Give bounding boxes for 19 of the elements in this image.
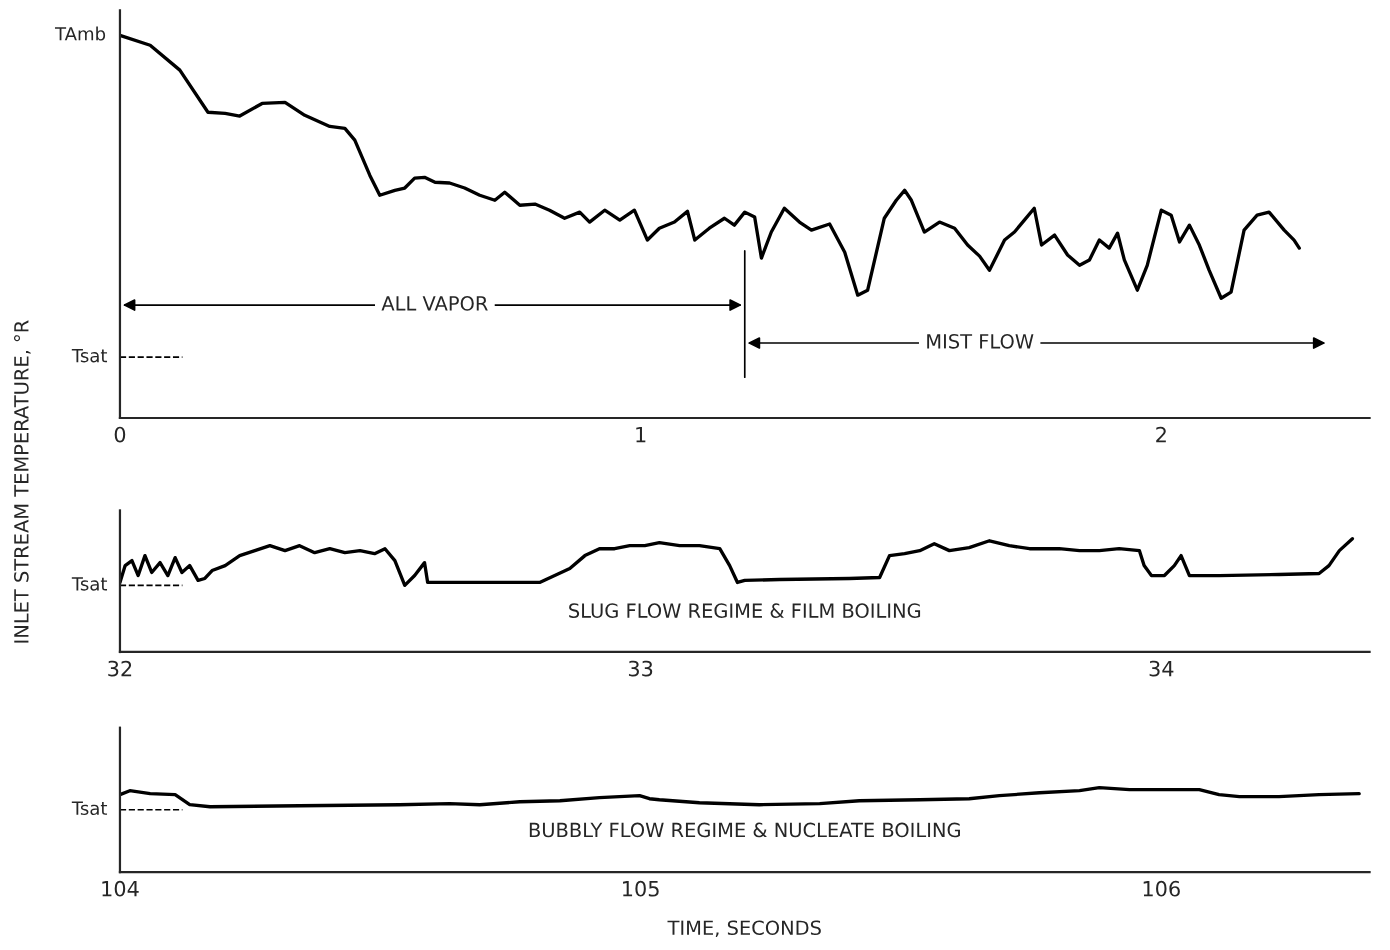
x-tick-label: 106 — [1143, 880, 1180, 897]
x-tick-label: 33 — [628, 660, 653, 677]
ref-line-label: Tsat — [71, 348, 108, 363]
annotation: TAmb — [54, 26, 106, 41]
x-axis-title: TIME, SECONDS — [667, 920, 821, 938]
annotation: BUBBLY FLOW REGIME & NUCLEATE BOILING — [529, 822, 960, 838]
x-tick-label: 0 — [114, 426, 126, 443]
x-tick-label: 2 — [1156, 426, 1166, 443]
x-tick-label: 105 — [623, 880, 659, 897]
annotation: ALL VAPOR — [381, 296, 488, 311]
x-tick-label: 104 — [102, 880, 139, 897]
annotation: MIST FLOW — [927, 333, 1034, 349]
x-tick-label: 34 — [1149, 660, 1174, 677]
annotation: SLUG FLOW REGIME & FILM BOILING — [569, 603, 921, 618]
x-tick-label: 1 — [636, 426, 646, 443]
ref-line-label: Tsat — [71, 577, 108, 591]
x-tick-label: 32 — [108, 660, 132, 677]
ref-line-label: Tsat — [71, 801, 108, 816]
y-axis-title: INLET STREAM TEMPERATURE, °R — [14, 320, 31, 643]
